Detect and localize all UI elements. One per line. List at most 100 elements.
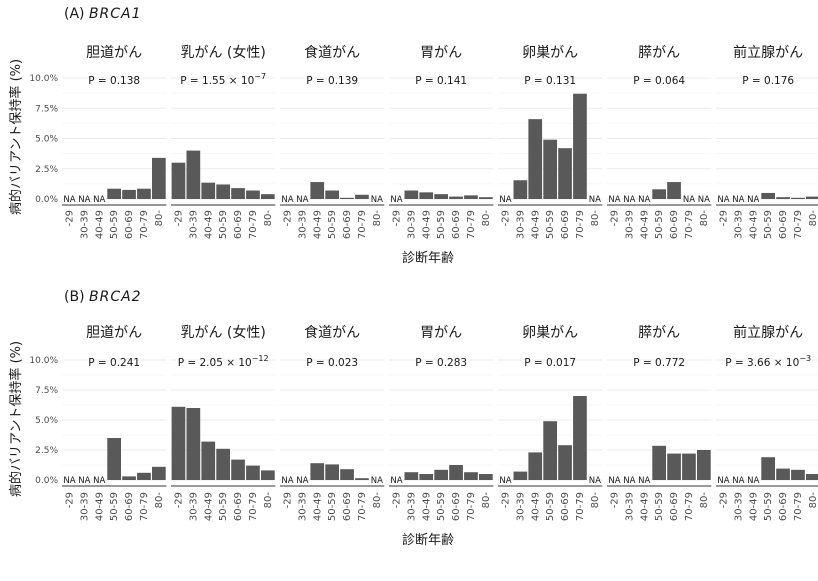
bar: [325, 190, 340, 199]
gene-name: BRCA1: [89, 6, 142, 22]
na-label: NA: [608, 476, 620, 486]
bar: [543, 421, 558, 480]
bar: [310, 182, 325, 199]
facet-title: 乳がん (女性): [180, 44, 265, 61]
bar: [573, 93, 587, 199]
x-tick-label: 70-79: [248, 492, 259, 521]
bar: [186, 408, 201, 480]
na-label: NA: [93, 195, 105, 205]
x-tick-label: 30-39: [733, 492, 744, 521]
x-tick-label: -29: [609, 492, 620, 508]
na-label: NA: [589, 195, 601, 205]
p-value-main: P = 1.55 × 10: [180, 75, 254, 87]
bar: [355, 478, 369, 480]
bar: [137, 188, 151, 199]
x-tick-label: -29: [391, 492, 402, 508]
bar: [310, 463, 325, 480]
bar: [791, 197, 805, 199]
x-tick-label: 60-69: [560, 210, 571, 239]
facet-title: 卵巣がん: [522, 325, 578, 341]
p-value-main: P = 0.176: [742, 75, 794, 87]
y-tick-label: 0.0%: [35, 195, 58, 205]
p-value-main: P = 0.241: [88, 357, 140, 369]
facet: 胃がん NA -29 30-39 40-49 50-59 60-69 70-79 80- P = …: [389, 325, 494, 521]
bar: [558, 445, 572, 480]
bar: [464, 472, 478, 480]
bar: [434, 194, 449, 199]
bar: [246, 190, 260, 199]
na-label: NA: [608, 195, 620, 205]
bar: [528, 452, 543, 480]
bar: [231, 188, 245, 199]
bar: [761, 192, 776, 199]
y-axis-title-b: 病的バリアント保持率 (%): [8, 341, 24, 497]
y-tick-label: 5.0%: [35, 416, 58, 426]
p-value: P = 0.138: [88, 75, 140, 87]
x-tick-label: 60-69: [233, 210, 244, 239]
x-tick-label: 70-79: [684, 210, 695, 239]
bar: [151, 466, 166, 480]
bar: [805, 474, 818, 480]
na-label: NA: [717, 476, 729, 486]
bar: [573, 396, 587, 480]
panel-label: (A) BRCA1: [64, 6, 142, 22]
x-tick-label: 40-49: [748, 492, 759, 521]
x-tick-label: 70-79: [793, 492, 804, 521]
x-tick-label: 50-59: [763, 210, 774, 239]
p-value-main: P = 0.139: [306, 75, 358, 87]
x-tick-label: 50-59: [327, 210, 338, 239]
x-tick-label: 40-49: [203, 492, 214, 521]
bar: [528, 119, 543, 199]
bar: [340, 469, 354, 480]
na-label: NA: [638, 195, 650, 205]
bar: [776, 197, 790, 199]
x-tick-label: 80-: [590, 210, 601, 227]
x-tick-label: 60-69: [778, 492, 789, 521]
y-tick-label: 10.0%: [29, 356, 58, 366]
x-tick-label: 70-79: [466, 492, 477, 521]
x-tick-label: 80-: [263, 492, 274, 509]
x-tick-label: 80-: [590, 492, 601, 509]
p-value-main: P = 0.138: [88, 75, 140, 87]
na-label: NA: [732, 195, 744, 205]
p-value-main: P = 2.05 × 10: [178, 357, 252, 369]
x-tick-label: 30-39: [188, 492, 199, 521]
x-tick-label: 40-49: [748, 210, 759, 239]
p-value: P = 0.023: [306, 357, 358, 369]
na-label: NA: [623, 195, 635, 205]
x-tick-label: -29: [64, 492, 75, 508]
bar: [682, 453, 696, 480]
x-tick-label: 60-69: [560, 492, 571, 521]
panel-label: (B) BRCA2: [64, 289, 142, 305]
panel-0: (A) BRCA10.0%2.5%5.0%7.5%10.0%胆道がんNA-29N…: [29, 6, 818, 239]
facet-title: 食道がん: [304, 324, 360, 341]
x-tick-label: 60-69: [451, 210, 462, 239]
facet-title: 膵がん: [638, 45, 680, 61]
p-value-main: P = 0.023: [306, 357, 358, 369]
x-tick-label: 40-49: [94, 492, 105, 521]
p-value: P = 0.283: [415, 357, 467, 369]
na-label: NA: [589, 476, 601, 486]
p-value-main: P = 0.283: [415, 357, 467, 369]
x-tick-label: 60-69: [233, 492, 244, 521]
p-value: P = 0.141: [415, 75, 467, 87]
bar: [171, 162, 186, 199]
x-tick-label: -29: [500, 492, 511, 508]
x-tick-label: 80-: [154, 492, 165, 509]
na-label: NA: [390, 476, 402, 486]
x-tick-label: 50-59: [763, 492, 774, 521]
x-tick-label: 40-49: [421, 492, 432, 521]
p-value-main: P = 0.064: [633, 75, 685, 87]
x-tick-label: -29: [64, 210, 75, 226]
x-tick-label: 50-59: [654, 492, 665, 521]
bar: [107, 438, 122, 480]
x-tick-label: 50-59: [109, 210, 120, 239]
p-value-main: P = 0.772: [633, 357, 685, 369]
na-label: NA: [296, 195, 308, 205]
